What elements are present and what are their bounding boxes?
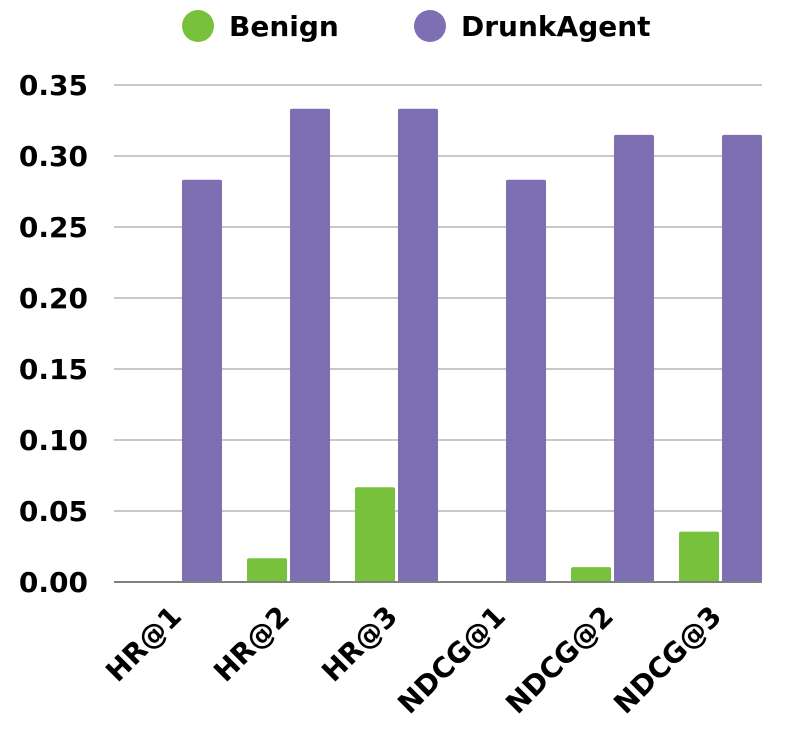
- legend-label-benign: Benign: [229, 10, 339, 43]
- bar-benign-ndcg-at-3: [679, 531, 719, 582]
- bar-drunkagent-ndcg-at-2: [614, 134, 654, 583]
- bar-drunkagent-ndcg-at-3: [722, 134, 762, 583]
- y-tick-label: 0.20: [19, 282, 88, 315]
- bar-drunkagent-hr-at-2: [290, 108, 330, 583]
- bar-drunkagent-ndcg-at-1: [506, 179, 546, 583]
- bar-benign-hr-at-3: [355, 487, 395, 582]
- y-tick-label: 0.15: [19, 353, 88, 386]
- x-tick-label: NDCG@2: [499, 600, 620, 721]
- x-tick-label: HR@1: [99, 600, 188, 689]
- y-tick-label: 0.10: [19, 424, 88, 457]
- y-tick-label: 0.05: [19, 495, 88, 528]
- bar-benign-hr-at-2: [247, 558, 287, 582]
- legend: Benign DrunkAgent: [182, 10, 651, 43]
- x-tick-label: HR@3: [315, 600, 404, 689]
- y-tick-label: 0.00: [19, 566, 88, 599]
- bars: [182, 108, 762, 583]
- y-tick-label: 0.25: [19, 211, 88, 244]
- y-tick-label: 0.30: [19, 140, 88, 173]
- bar-drunkagent-hr-at-3: [398, 108, 438, 583]
- y-tick-labels: 0.00 0.05 0.10 0.15 0.20 0.25 0.30 0.35: [19, 69, 88, 599]
- x-tick-label: NDCG@3: [607, 600, 728, 721]
- y-tick-label: 0.35: [19, 69, 88, 102]
- legend-marker-benign: [182, 10, 214, 42]
- bar-benign-ndcg-at-2: [571, 567, 611, 582]
- legend-marker-drunkagent: [414, 10, 446, 42]
- legend-label-drunkagent: DrunkAgent: [461, 10, 651, 43]
- x-tick-label: HR@2: [207, 600, 296, 689]
- x-tick-label: NDCG@1: [391, 600, 512, 721]
- bar-drunkagent-hr-at-1: [182, 179, 222, 583]
